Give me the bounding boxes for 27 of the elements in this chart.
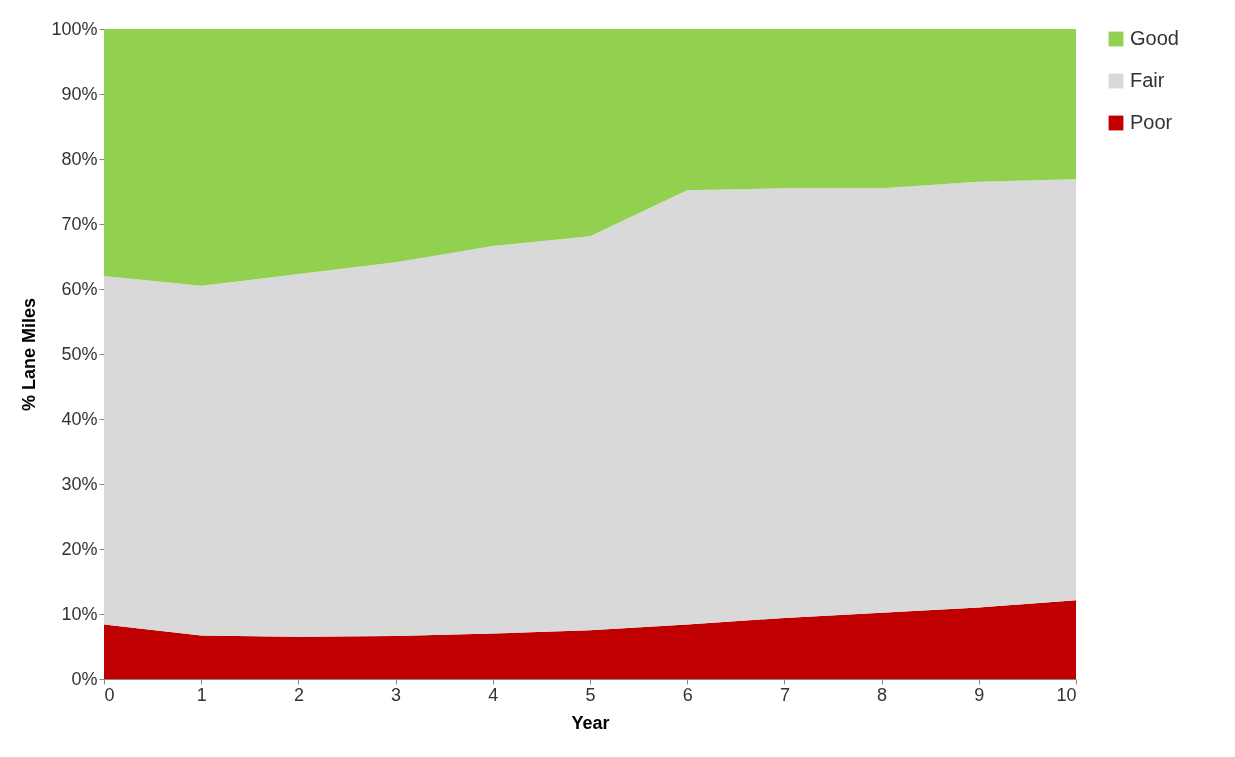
y-tick-label: 70% (61, 213, 98, 234)
legend-label: Fair (1130, 69, 1165, 91)
y-tick-label: 0% (71, 668, 98, 689)
x-tick-label: 0 (104, 684, 115, 705)
x-tick-label: 8 (877, 684, 888, 705)
legend-label: Poor (1130, 111, 1173, 133)
y-tick-label: 40% (61, 408, 98, 429)
y-tick-label: 90% (61, 83, 98, 104)
x-tick-label: 6 (682, 684, 693, 705)
x-axis-title: Year (571, 712, 610, 733)
y-tick-label: 60% (61, 278, 98, 299)
x-tick-label: 4 (488, 684, 499, 705)
y-tick-label: 30% (61, 473, 98, 494)
y-axis-title: % Lane Miles (19, 297, 40, 412)
y-tick-label: 100% (51, 18, 98, 39)
x-tick-label: 9 (974, 684, 985, 705)
y-tick-label: 80% (61, 148, 98, 169)
y-tick-label: 10% (61, 603, 98, 624)
x-tick-label: 2 (293, 684, 304, 705)
y-tick-label: 50% (61, 343, 98, 364)
x-tick-label: 5 (585, 684, 596, 705)
x-tick-label: 1 (196, 684, 207, 705)
y-tick-label: 20% (61, 538, 98, 559)
x-tick-label: 3 (391, 684, 402, 705)
x-tick-label: 10 (1056, 684, 1077, 705)
x-tick-label: 7 (779, 684, 790, 705)
legend-label: Good (1130, 27, 1179, 49)
